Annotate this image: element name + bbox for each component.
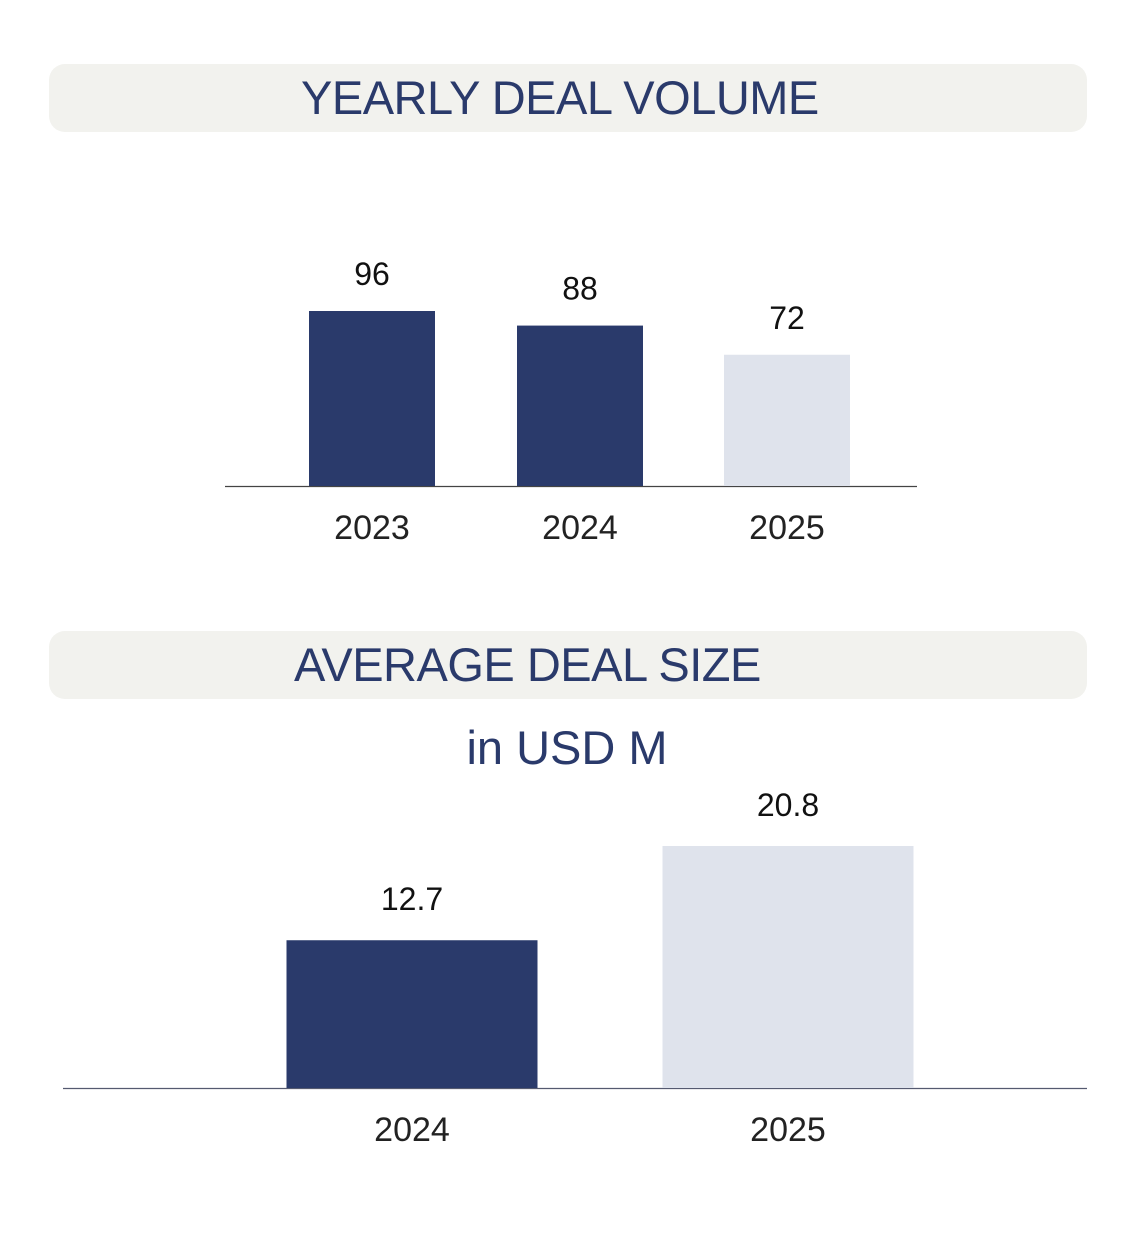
chart1-title: YEARLY DEAL VOLUME <box>301 71 819 124</box>
chart1-tick-label-2024: 2024 <box>542 509 618 547</box>
chart2-tick-label-2025: 2025 <box>750 1111 826 1149</box>
chart1-bar-2025 <box>724 354 850 486</box>
chart2-subtitle: in USD M <box>466 721 668 774</box>
chart2-bar-2024 <box>286 940 538 1088</box>
chart2-title: AVERAGE DEAL SIZE <box>294 638 761 691</box>
chart2-bar-2025 <box>662 846 914 1088</box>
chart1-bar-2023 <box>309 311 435 486</box>
chart1-title-band: YEARLY DEAL VOLUME <box>49 64 1087 132</box>
chart2-tick-label-2024: 2024 <box>374 1111 450 1149</box>
chart1-value-label-2025: 72 <box>769 300 805 336</box>
chart1-deal-volume: 96 2023 88 2024 72 2025 <box>225 256 917 547</box>
chart1-bar-2024 <box>517 325 643 486</box>
chart2-title-band: AVERAGE DEAL SIZE <box>49 631 1087 699</box>
chart1-value-label-2023: 96 <box>354 256 390 292</box>
chart2-value-label-2025: 20.8 <box>757 787 819 823</box>
chart1-tick-label-2025: 2025 <box>749 509 825 547</box>
chart2-value-label-2024: 12.7 <box>381 881 443 917</box>
chart1-value-label-2024: 88 <box>562 271 598 307</box>
chart1-tick-label-2023: 2023 <box>334 509 410 547</box>
